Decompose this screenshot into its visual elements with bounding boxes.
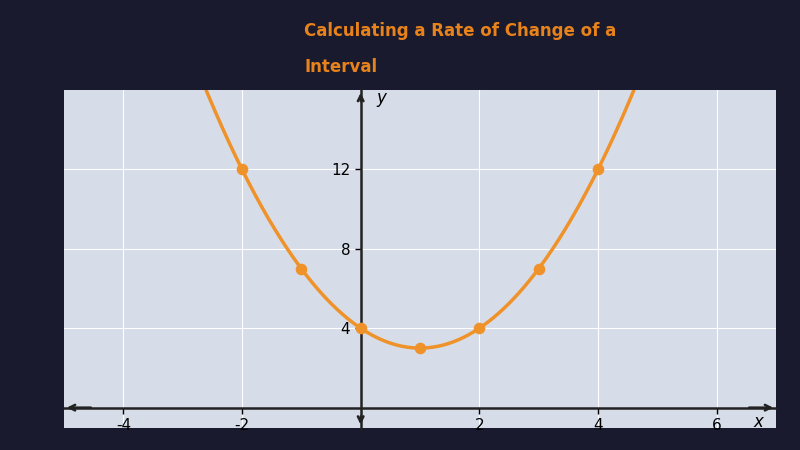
Point	[414, 345, 426, 352]
Text: x: x	[754, 413, 763, 431]
Point	[354, 324, 367, 332]
Point	[592, 166, 605, 173]
Point	[473, 324, 486, 332]
Point	[235, 166, 248, 173]
Point	[532, 265, 545, 272]
Text: Calculating a Rate of Change of a: Calculating a Rate of Change of a	[304, 22, 616, 40]
Text: Interval: Interval	[304, 58, 377, 76]
Text: y: y	[377, 89, 386, 107]
Point	[295, 265, 308, 272]
